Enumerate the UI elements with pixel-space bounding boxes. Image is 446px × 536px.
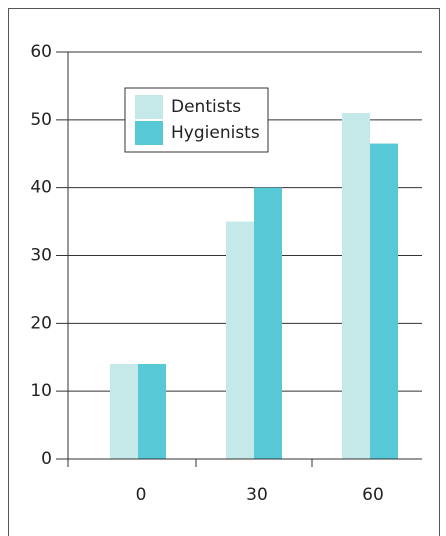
bar (226, 221, 254, 459)
y-tick-label: 50 (30, 110, 52, 130)
bar (370, 143, 398, 459)
x-tick-label: 30 (246, 485, 268, 505)
legend-swatch (135, 95, 163, 119)
bar (110, 364, 138, 459)
legend-label: Hygienists (171, 123, 260, 143)
bar (342, 113, 370, 460)
bar (254, 187, 282, 459)
y-tick-label: 30 (30, 246, 52, 266)
x-tick-label: 60 (362, 485, 384, 505)
y-tick-label: 10 (30, 381, 52, 401)
y-tick-label: 40 (30, 178, 52, 198)
frame (8, 8, 440, 536)
legend-swatch (135, 121, 163, 145)
y-tick-label: 60 (30, 42, 52, 62)
legend-label: Dentists (171, 97, 241, 117)
y-tick-label: 20 (30, 313, 52, 333)
y-tick-label: 0 (41, 449, 52, 469)
x-tick-label: 0 (136, 485, 147, 505)
bar (138, 364, 166, 459)
